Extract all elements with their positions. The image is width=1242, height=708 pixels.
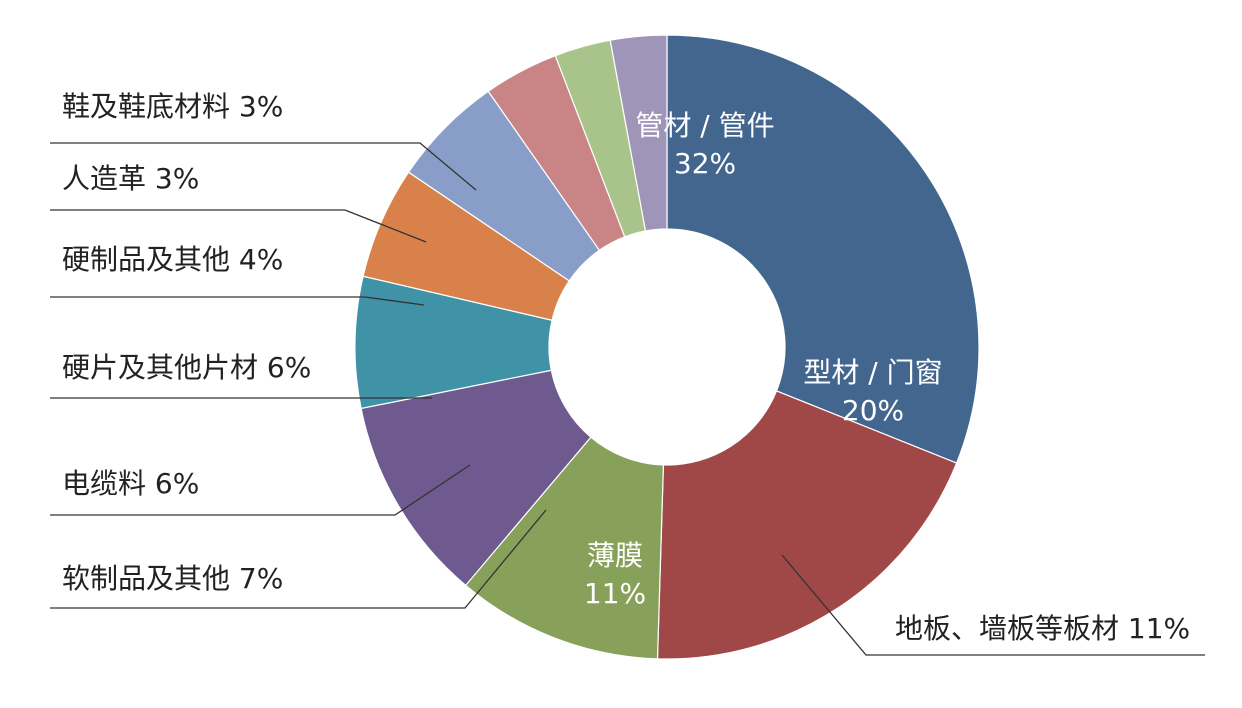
- slice-label-6: 硬片及其他片材 6%: [62, 351, 311, 384]
- slice-label-5: 电缆料 6%: [62, 467, 199, 500]
- slice-percent-4: 7%: [239, 562, 283, 595]
- donut-hole: [549, 229, 785, 465]
- slice-label-text-4: 软制品及其他: [62, 562, 239, 595]
- slice-percent-9: 3%: [239, 90, 283, 123]
- leader-line-5: [50, 464, 471, 516]
- slice-percent-6: 6%: [267, 351, 311, 384]
- slice-percent-3: 11%: [584, 577, 646, 610]
- slice-label-4: 软制品及其他 7%: [62, 562, 283, 595]
- slice-label-3: 薄膜: [587, 539, 643, 572]
- slice-3: [360, 369, 592, 587]
- leader-line-9: [50, 142, 477, 191]
- slice-label-text-5: 电缆料: [62, 467, 155, 500]
- slice-label-8: 人造革 3%: [62, 162, 199, 195]
- slices-layer: [354, 34, 980, 660]
- slice-percent-0: 32%: [674, 147, 736, 180]
- slice-label-1: 型材 / 门窗: [803, 356, 942, 389]
- leader-line-8: [50, 209, 427, 243]
- leader-line-4: [50, 509, 547, 609]
- slice-label-9: 鞋及鞋底材料 3%: [62, 90, 283, 123]
- leaders-layer: [50, 142, 1205, 656]
- slice-percent-1: 20%: [842, 394, 904, 427]
- slice-percent-2: 11%: [1128, 612, 1190, 645]
- slice-label-7: 硬制品及其他 4%: [62, 243, 283, 276]
- leader-line-2: [781, 554, 1205, 656]
- slice-label-text-8: 人造革: [62, 162, 155, 195]
- slice-label-text-2: 地板、墙板等板材: [895, 612, 1128, 645]
- slice-label-0: 管材 / 管件: [635, 109, 774, 142]
- slice-percent-8: 3%: [155, 162, 199, 195]
- slice-label-2: 地板、墙板等板材 11%: [895, 612, 1190, 645]
- slice-label-text-9: 鞋及鞋底材料: [62, 90, 239, 123]
- slice-label-text-6: 硬片及其他片材: [62, 351, 267, 384]
- slice-percent-7: 4%: [239, 243, 283, 276]
- leader-line-7: [50, 296, 425, 306]
- slice-label-text-7: 硬制品及其他: [62, 243, 239, 276]
- slice-percent-5: 6%: [155, 467, 199, 500]
- labels-layer: 管材 / 管件 32% 型材 / 门窗 20% 地板、墙板等板材 11% 薄膜 11% 软制品…: [62, 90, 1190, 645]
